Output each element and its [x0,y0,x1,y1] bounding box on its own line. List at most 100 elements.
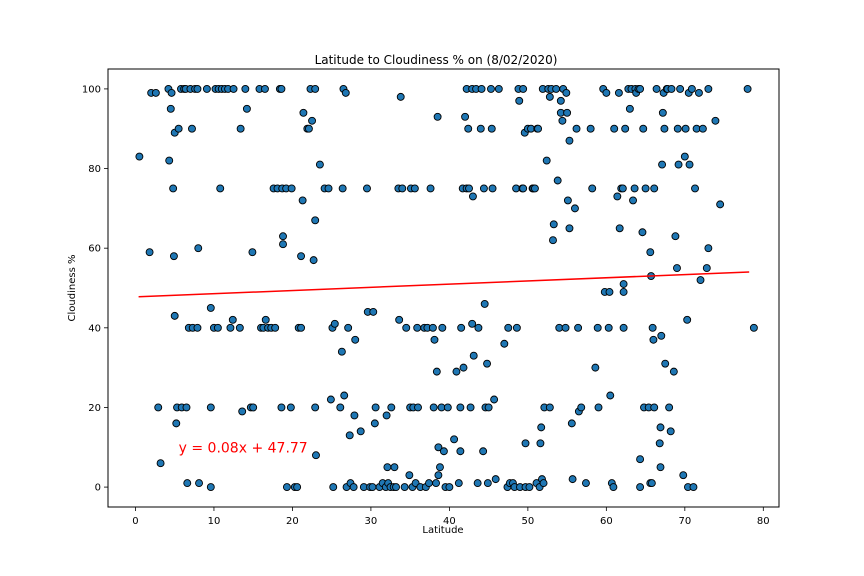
x-tick-label: 0 [132,516,138,527]
data-point [405,471,414,480]
data-point [673,264,681,273]
data-point [213,323,222,332]
data-point [315,160,324,169]
data-point [479,447,488,456]
x-tick-label: 80 [757,516,770,527]
data-point [226,323,235,332]
data-point [521,439,530,448]
data-point [588,184,597,193]
data-point [613,192,622,201]
regression-equation: y = 0.08x + 47.77 [179,440,308,456]
data-point [536,439,545,448]
data-point [430,335,439,344]
data-point [619,323,628,332]
y-axis-label: Cloudiness % [67,255,78,322]
data-point [241,84,250,93]
data-point [604,323,613,332]
data-point [390,463,399,472]
data-point [156,459,165,468]
data-point [483,359,492,368]
data-point [689,483,698,492]
data-point [194,244,203,253]
data-point [484,403,493,412]
data-point [666,427,675,436]
data-point [154,403,163,412]
data-point [542,156,551,165]
data-point [371,403,380,412]
data-point [680,152,689,161]
data-point [469,351,478,360]
data-point [572,124,581,133]
data-point [286,403,295,412]
data-point [515,96,524,105]
data-point [636,84,645,93]
data-point [468,192,477,201]
data-point [363,184,371,193]
data-point [443,403,452,412]
data-point [432,479,440,488]
data-point [398,184,407,193]
data-point [647,479,656,488]
data-point [565,136,574,145]
data-point [618,184,627,193]
regression-line [138,271,750,298]
data-point [716,200,725,209]
data-point [545,403,554,412]
data-point [165,156,174,165]
data-point [681,124,690,133]
data-point [567,419,576,428]
data-point [368,483,377,492]
data-point [464,124,473,133]
y-tick-label: 80 [88,164,101,175]
data-point [229,84,238,93]
data-point [434,443,443,452]
data-point [279,232,287,241]
data-point [646,248,655,257]
data-point [661,359,670,368]
data-point [487,124,496,133]
data-point [387,403,396,412]
x-tick-label: 30 [365,516,378,527]
data-point [558,116,567,125]
x-tick-label: 20 [286,516,299,527]
data-point [625,104,634,113]
data-point [676,84,685,93]
data-point [279,240,287,249]
data-point [261,84,269,93]
data-point [704,244,713,253]
data-point [434,471,443,480]
data-point [552,84,561,93]
data-point [340,391,349,400]
data-point [658,108,667,117]
chart-title: Latitude to Cloudiness % on (8/02/2020) [315,53,558,67]
y-axis-ticks: 0 20 40 60 80 100 [82,84,108,494]
data-point [476,124,485,133]
data-point [445,483,454,492]
data-point [609,483,618,492]
data-point [271,323,280,332]
data-point [349,483,358,492]
data-point [182,403,191,412]
data-point [195,479,203,488]
data-point [392,483,400,492]
data-point [749,323,758,332]
data-point [606,391,615,400]
data-point [553,176,562,185]
data-point [436,463,444,472]
data-point [695,88,703,97]
data-point [494,84,503,93]
data-point [563,196,572,205]
data-point [512,323,521,332]
data-point [704,84,713,93]
data-point [605,288,614,296]
data-point [459,363,468,372]
data-point [685,160,694,169]
data-point [504,323,513,332]
data-point [439,447,448,456]
data-point [169,252,178,261]
data-point [329,483,338,492]
data-point [298,196,307,205]
x-tick-label: 10 [208,516,221,527]
data-point [671,232,680,241]
data-point [638,228,647,237]
